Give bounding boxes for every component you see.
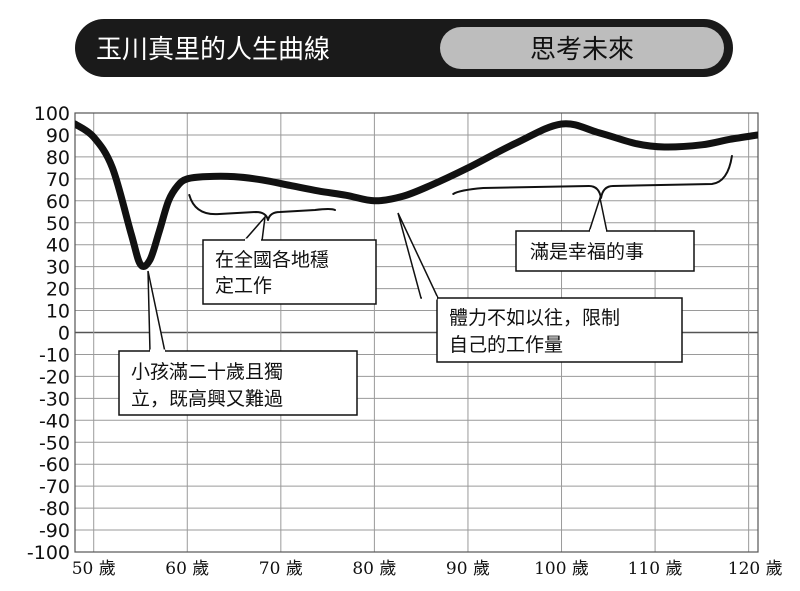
y-tick-label: 30 — [46, 257, 70, 279]
y-tick-label: 0 — [58, 323, 70, 345]
y-tick-label: -20 — [39, 366, 70, 388]
x-tick-label: 70 歲 — [259, 559, 303, 579]
y-tick-label: 70 — [46, 169, 70, 191]
annotation-brace — [188, 194, 336, 221]
callout-pointer — [587, 195, 608, 233]
annotation-braces — [188, 155, 733, 221]
y-tick-label: -60 — [39, 454, 70, 476]
callout-box — [202, 239, 377, 305]
callout-pointer — [397, 212, 440, 299]
annotation-brace — [452, 155, 733, 199]
x-tick-label: 60 歲 — [165, 559, 209, 579]
x-axis-ticks: 50 歲 60 歲 70 歲 80 歲 90 歲 100 歲 110 歲 120 歲 — [72, 559, 783, 579]
callout-line-1: 小孩滿二十歲且獨 — [131, 361, 283, 383]
callout-stable-work: 在全國各地穩 定工作 — [202, 214, 377, 305]
callout-line-1: 滿是幸福的事 — [530, 241, 644, 263]
callout-happiness: 滿是幸福的事 — [515, 195, 695, 272]
callout-line-2: 定工作 — [215, 275, 272, 297]
chart-title: 玉川真里的人生曲線 — [96, 35, 330, 65]
y-axis-ticks: 1009080706050403020100-10-20-30-40-50-60… — [27, 103, 70, 564]
y-tick-label: -80 — [39, 498, 70, 520]
y-tick-label: 80 — [46, 147, 70, 169]
chart-subtitle: 思考未來 — [530, 35, 634, 65]
x-tick-label: 80 歲 — [352, 559, 396, 579]
y-tick-label: -70 — [39, 476, 70, 498]
y-tick-label: -50 — [39, 432, 70, 454]
x-tick-label: 110 歲 — [628, 559, 683, 579]
y-tick-label: 20 — [46, 279, 70, 301]
y-tick-label: -100 — [27, 542, 70, 564]
callout-box — [515, 230, 695, 272]
plot-frame — [74, 112, 759, 553]
callout-line-1: 體力不如以往，限制 — [449, 307, 620, 329]
life-curve-line — [75, 120, 758, 270]
life-curve — [75, 120, 758, 270]
callout-line-2: 立，既高興又難過 — [131, 388, 283, 410]
callout-line-1: 在全國各地穩 — [215, 249, 329, 271]
y-tick-label: -10 — [39, 344, 70, 366]
callout-pointer — [147, 270, 166, 353]
y-tick-label: 40 — [46, 235, 70, 257]
x-tick-label: 90 歲 — [446, 559, 490, 579]
callout-children-independent: 小孩滿二十歲且獨 立，既高興又難過 — [118, 270, 358, 416]
callout-box — [436, 297, 683, 363]
callout-limit-workload: 體力不如以往，限制 自己的工作量 — [397, 212, 683, 363]
subtitle-pill — [440, 27, 724, 69]
callout-box — [118, 350, 358, 416]
y-tick-label: -40 — [39, 410, 70, 432]
x-tick-label: 100 歲 — [534, 559, 589, 579]
y-tick-label: 50 — [46, 213, 70, 235]
callout-line-2: 自己的工作量 — [449, 334, 563, 356]
x-tick-label: 50 歲 — [72, 559, 116, 579]
y-tick-label: 90 — [46, 125, 70, 147]
header-banner: 玉川真里的人生曲線 思考未來 — [75, 19, 733, 77]
y-tick-label: 100 — [34, 103, 70, 125]
y-tick-label: 60 — [46, 191, 70, 213]
y-tick-label: 10 — [46, 301, 70, 323]
y-tick-label: -30 — [39, 388, 70, 410]
callout-pointer — [242, 214, 267, 242]
y-tick-label: -90 — [39, 520, 70, 542]
x-tick-label: 120 歲 — [728, 559, 783, 579]
